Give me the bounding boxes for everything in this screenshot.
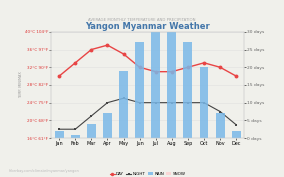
Bar — [135, 42, 144, 138]
Bar — [151, 32, 160, 138]
Bar — [183, 42, 192, 138]
Bar — [200, 67, 208, 138]
Bar — [87, 124, 96, 138]
Bar — [55, 131, 64, 138]
Bar — [167, 32, 176, 138]
Bar — [103, 113, 112, 138]
Title: Yangon Myanmar Weather: Yangon Myanmar Weather — [85, 22, 210, 31]
Bar — [232, 131, 241, 138]
Bar — [71, 135, 80, 138]
Y-axis label: TEMP. MIN/MAX: TEMP. MIN/MAX — [19, 72, 24, 98]
Bar — [216, 113, 225, 138]
Bar — [119, 71, 128, 138]
Text: hikerbay.com/climate/myanmar/yangon: hikerbay.com/climate/myanmar/yangon — [9, 169, 79, 173]
Legend: DAY, NIGHT, RAIN, SNOW: DAY, NIGHT, RAIN, SNOW — [110, 172, 186, 176]
Text: AVERAGE MONTHLY TEMPERATURE AND PRECIPITATION: AVERAGE MONTHLY TEMPERATURE AND PRECIPIT… — [88, 18, 196, 22]
